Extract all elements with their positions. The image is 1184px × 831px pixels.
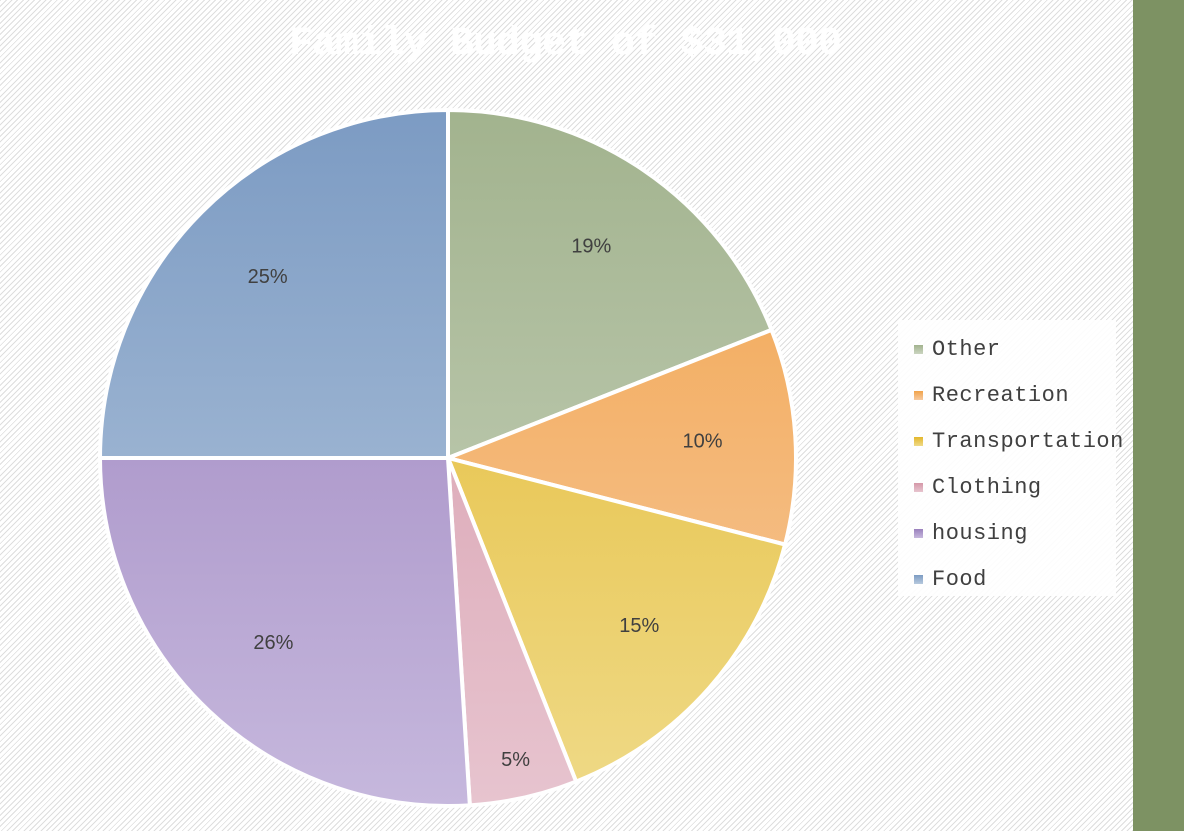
pie-slice-other xyxy=(446,108,774,460)
pie-data-labels: 19% 10% 15% 5% 26% 25% xyxy=(248,235,723,770)
legend-label-clothing: Clothing xyxy=(932,474,1042,500)
legend-swatch-transportation xyxy=(914,436,923,446)
legend-swatch-housing xyxy=(914,528,923,538)
legend-label-housing: housing xyxy=(932,520,1028,546)
legend-label-other: Other xyxy=(932,336,1001,362)
legend-item-clothing: Clothing xyxy=(914,464,1116,510)
legend-item-food: Food xyxy=(914,556,1116,602)
legend-item-other: Other xyxy=(914,326,1116,372)
pie-slice-recreation xyxy=(446,327,798,547)
legend-label-food: Food xyxy=(932,566,987,592)
data-label-housing: 26% xyxy=(253,632,293,654)
chart-title: Family Budget of $31,000 xyxy=(288,22,842,67)
side-accent-bar xyxy=(1133,0,1184,831)
pie-slice-food xyxy=(98,108,450,460)
legend-swatch-clothing xyxy=(914,482,923,492)
pie-slice-transportation xyxy=(446,456,788,784)
pie-slices xyxy=(98,108,798,808)
data-label-food: 25% xyxy=(248,266,288,288)
data-label-recreation: 10% xyxy=(682,430,722,452)
legend-swatch-food xyxy=(914,574,923,584)
legend-swatch-recreation xyxy=(914,390,923,400)
data-label-clothing: 5% xyxy=(501,749,530,771)
pie-slice-housing xyxy=(98,456,472,808)
legend-item-housing: housing xyxy=(914,510,1116,556)
legend-item-transportation: Transportation xyxy=(914,418,1123,464)
legend-swatch-other xyxy=(914,344,923,354)
data-label-other: 19% xyxy=(571,235,611,257)
data-label-transportation: 15% xyxy=(619,615,659,637)
legend-label-transportation: Transportation xyxy=(932,428,1124,454)
legend-label-recreation: Recreation xyxy=(932,382,1070,408)
legend-item-recreation: Recreation xyxy=(914,372,1116,418)
chart-legend: Other Recreation Transportation Clothing… xyxy=(898,320,1123,596)
pie-chart: 19% 10% 15% 5% 26% 25% xyxy=(98,108,798,808)
